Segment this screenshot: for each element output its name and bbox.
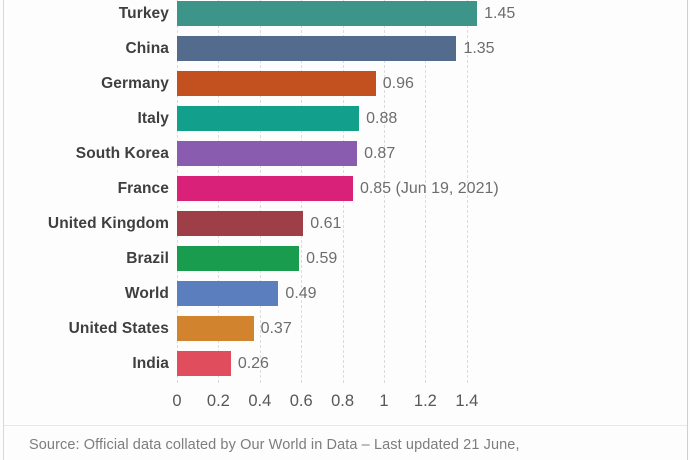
bar-china[interactable] [177, 36, 457, 61]
x-tick-label: 1 [379, 392, 389, 410]
category-label: United Kingdom [47, 214, 169, 232]
category-label: South Korea [75, 144, 169, 162]
value-label: 1.45 [484, 5, 516, 22]
value-label: 0.85 (Jun 19, 2021) [359, 180, 499, 197]
chart-row: Germany 0.96 [5, 66, 685, 101]
chart-row: World 0.49 [5, 276, 685, 311]
bar-south-korea[interactable] [177, 141, 358, 166]
footer-divider [4, 425, 687, 426]
chart-row: China 1.35 [5, 31, 685, 66]
x-tick-label: 0.2 [206, 392, 230, 410]
category-label: Turkey [118, 4, 169, 22]
x-axis: 0 0.2 0.4 0.6 0.8 1 1.2 1.4 [172, 392, 682, 414]
bar-france[interactable] [177, 176, 353, 201]
category-label: Brazil [126, 249, 169, 267]
value-label: 0.26 [237, 355, 269, 372]
bar-world[interactable] [177, 281, 279, 306]
source-note: Source: Official data collated by Our Wo… [29, 437, 520, 453]
category-label: India [132, 354, 169, 372]
category-label: France [117, 179, 169, 197]
category-label: Italy [137, 109, 169, 127]
chart-row: Italy 0.88 [5, 101, 685, 136]
chart-row: France 0.85 (Jun 19, 2021) [5, 171, 685, 206]
category-label: Germany [101, 74, 169, 92]
value-label: 0.88 [366, 110, 398, 127]
value-label: 0.59 [306, 250, 338, 267]
value-label: 0.37 [260, 320, 292, 337]
bar-united-states[interactable] [177, 316, 254, 341]
category-label: World [124, 284, 169, 302]
value-label: 0.49 [285, 285, 317, 302]
value-label: 1.35 [463, 40, 495, 57]
x-tick-label: 1.4 [455, 392, 479, 410]
value-label: 0.61 [310, 215, 342, 232]
x-tick-label: 0 [172, 392, 182, 410]
category-label: China [125, 39, 169, 57]
value-label: 0.87 [364, 145, 396, 162]
bar-germany[interactable] [177, 71, 376, 96]
x-tick-label: 0.6 [289, 392, 313, 410]
bar-india[interactable] [177, 351, 231, 376]
x-tick-label: 0.8 [331, 392, 355, 410]
bar-turkey[interactable] [177, 1, 478, 26]
chart-row: Turkey 1.45 [5, 0, 685, 31]
chart-row: United States 0.37 [5, 311, 685, 346]
bar-united-kingdom[interactable] [177, 211, 304, 236]
bar-brazil[interactable] [177, 246, 300, 271]
bar-italy[interactable] [177, 106, 360, 131]
value-label: 0.96 [382, 75, 414, 92]
chart-row: India 0.26 [5, 346, 685, 381]
chart-row: United Kingdom 0.61 [5, 206, 685, 241]
chart-row: Brazil 0.59 [5, 241, 685, 276]
category-label: United States [68, 319, 169, 337]
bar-chart: Turkey 1.45 China 1.35 Germany 0.96 Italy 0.88 S… [5, 0, 685, 381]
x-tick-label: 0.4 [248, 392, 272, 410]
x-tick-label: 1.2 [413, 392, 437, 410]
chart-row: South Korea 0.87 [5, 136, 685, 171]
